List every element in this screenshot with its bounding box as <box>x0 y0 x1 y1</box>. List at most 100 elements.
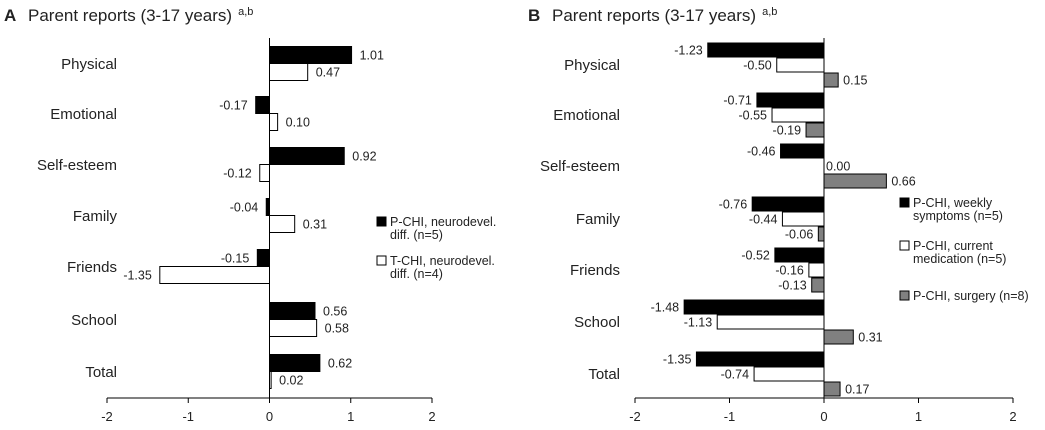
bar-0 <box>695 351 825 367</box>
bar-1 <box>716 314 825 330</box>
bar-1 <box>269 319 318 337</box>
value-label: -0.15 <box>221 252 250 266</box>
value-label: -0.74 <box>721 368 750 382</box>
x-tick-label: -1 <box>182 409 194 424</box>
value-label: -0.06 <box>785 228 814 242</box>
category-label: School <box>574 314 620 331</box>
category-label: Total <box>85 364 117 381</box>
bar-1 <box>771 107 825 123</box>
value-label: -0.04 <box>230 201 259 215</box>
bar-0 <box>269 147 345 165</box>
legend-swatch-0 <box>899 197 910 208</box>
bar-2 <box>823 329 854 345</box>
category-label: Emotional <box>50 106 117 123</box>
legend-swatch-0 <box>376 216 387 227</box>
legend-label-1: diff. (n=4) <box>390 267 443 281</box>
bar-1 <box>269 113 279 131</box>
value-label: -0.55 <box>739 109 768 123</box>
panel-label: A <box>4 6 16 25</box>
value-label: 0.31 <box>858 331 882 345</box>
legend-swatch-2 <box>899 290 910 301</box>
title-superscript: a,b <box>762 6 777 18</box>
x-tick-label: 2 <box>428 409 435 424</box>
chart-title: Parent reports (3-17 years) <box>28 6 232 25</box>
bar-0 <box>269 302 316 320</box>
value-label: -0.50 <box>743 59 772 73</box>
category-label: Family <box>73 208 118 225</box>
x-tick-label: 2 <box>1009 409 1016 424</box>
bar-1 <box>269 371 272 389</box>
bar-2 <box>823 381 841 397</box>
legend-label-0: symptoms (n=5) <box>913 209 1003 223</box>
category-label: Self-esteem <box>37 157 117 174</box>
bar-2 <box>805 122 825 138</box>
panel-label: B <box>528 6 540 25</box>
x-tick-label: 0 <box>820 409 827 424</box>
bar-0 <box>756 92 825 108</box>
bar-0 <box>255 96 270 114</box>
value-label: 1.01 <box>360 49 384 63</box>
value-label: 0.31 <box>303 218 327 232</box>
legend-label-0: diff. (n=5) <box>390 228 443 242</box>
bar-0 <box>269 46 353 64</box>
category-label: School <box>71 312 117 329</box>
bar-1 <box>781 211 825 227</box>
value-label: 0.62 <box>328 357 352 371</box>
x-tick-label: -2 <box>629 409 641 424</box>
x-tick-label: -1 <box>724 409 736 424</box>
category-label: Emotional <box>553 107 620 124</box>
value-label: -0.46 <box>747 145 776 159</box>
bar-2 <box>823 72 839 88</box>
value-label: -0.52 <box>741 249 770 263</box>
x-tick-label: 1 <box>347 409 354 424</box>
value-label: 0.17 <box>845 383 869 397</box>
legend-label-0: P-CHI, neurodevel. <box>390 215 496 229</box>
legend-label-1: P-CHI, current <box>913 239 993 253</box>
bar-0 <box>256 249 270 267</box>
legend-label-1: T-CHI, neurodevel. <box>390 254 495 268</box>
value-label: -1.35 <box>123 269 152 283</box>
category-label: Total <box>588 366 620 383</box>
category-label: Self-esteem <box>540 158 620 175</box>
value-label: -1.13 <box>684 316 713 330</box>
category-label: Physical <box>564 57 620 74</box>
bar-2 <box>823 173 887 189</box>
title-superscript: a,b <box>238 6 253 18</box>
category-label: Family <box>576 211 621 228</box>
legend-label-0: P-CHI, weekly <box>913 196 993 210</box>
bar-1 <box>753 366 825 382</box>
legend-swatch-1 <box>376 255 387 266</box>
value-label: 0.00 <box>826 160 850 174</box>
value-label: 0.56 <box>323 305 347 319</box>
legend-label-1: medication (n=5) <box>913 252 1006 266</box>
category-label: Friends <box>67 259 117 276</box>
bar-0 <box>265 198 270 216</box>
value-label: -0.44 <box>749 213 778 227</box>
bar-1 <box>269 215 296 233</box>
bar-2 <box>817 226 825 242</box>
x-tick-label: -2 <box>101 409 113 424</box>
x-tick-label: 0 <box>266 409 273 424</box>
value-label: -0.17 <box>219 99 248 113</box>
value-label: 0.15 <box>843 74 867 88</box>
bar-1 <box>776 57 825 73</box>
value-label: -0.12 <box>223 167 252 181</box>
bar-1 <box>259 164 270 182</box>
value-label: -0.19 <box>773 124 802 138</box>
value-label: -1.48 <box>651 301 680 315</box>
value-label: 0.92 <box>352 150 376 164</box>
bar-1 <box>269 63 309 81</box>
legend-label-2: P-CHI, surgery (n=8) <box>913 289 1029 303</box>
panel-b: B Parent reports (3-17 years) a,b -2 -1 0 1 2 Ph… <box>528 6 1029 424</box>
bar-0 <box>780 143 825 159</box>
category-label: Friends <box>570 262 620 279</box>
value-label: 0.47 <box>316 66 340 80</box>
value-label: -1.23 <box>674 44 703 58</box>
category-label: Physical <box>61 56 117 73</box>
value-label: -0.16 <box>775 264 804 278</box>
chart-title: Parent reports (3-17 years) <box>552 6 756 25</box>
bar-0 <box>707 42 825 58</box>
value-label: 0.10 <box>286 116 310 130</box>
value-label: 0.58 <box>325 322 349 336</box>
